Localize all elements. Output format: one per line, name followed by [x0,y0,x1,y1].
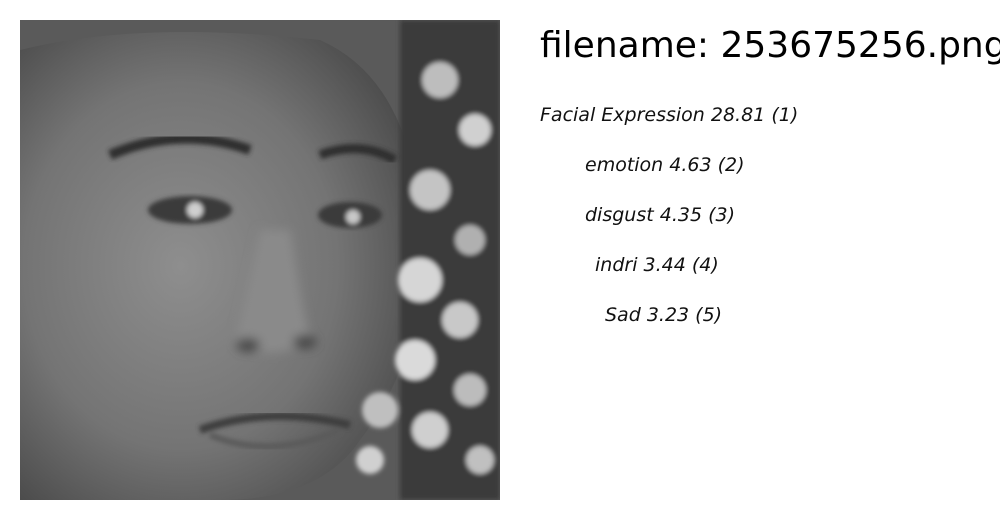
face-photo-illustration [20,20,500,500]
prediction-4: indri 3.44 (4) [595,253,719,277]
prediction-score: 3.23 [646,304,690,326]
prediction-label: indri [595,254,638,276]
prediction-3: disgust 4.35 (3) [585,203,735,227]
prediction-5: Sad 3.23 (5) [605,303,722,327]
prediction-score: 4.35 [659,204,703,226]
prediction-rank: (1) [771,104,799,126]
prediction-rank: (4) [691,254,719,276]
prediction-rank: (2) [717,154,745,176]
prediction-label: disgust [585,204,654,226]
prediction-label: Sad [605,304,641,326]
prediction-rank: (5) [695,304,723,326]
prediction-score: 3.44 [643,254,686,276]
prediction-2: emotion 4.63 (2) [585,153,745,177]
filename-title: filename: 253675256.png [540,25,1000,66]
face-photo [20,20,500,500]
prediction-label: emotion [585,154,664,176]
prediction-1: Facial Expression 28.81 (1) [540,103,798,127]
prediction-label: Facial Expression [540,104,705,126]
prediction-score: 28.81 [710,104,766,126]
prediction-score: 4.63 [669,154,712,176]
prediction-rank: (3) [708,204,736,226]
